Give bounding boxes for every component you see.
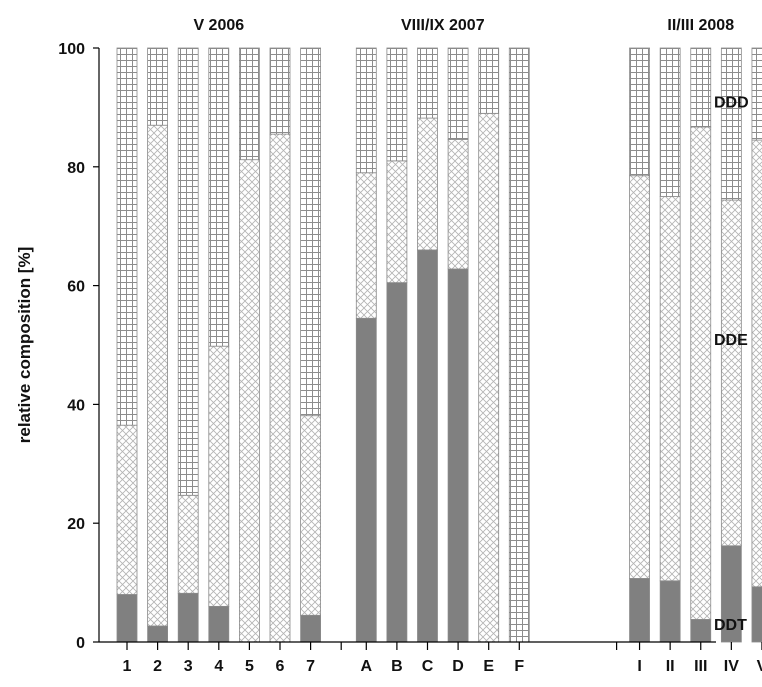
- group-title-2: II/III 2008: [667, 17, 734, 34]
- x-tick-label-E: E: [483, 658, 494, 675]
- bar-segment-dde-2: [147, 124, 169, 627]
- x-tick-label-3: 3: [184, 658, 193, 675]
- bar-segment-ddt-1: [116, 594, 138, 643]
- bar-segment-dde-III: [690, 126, 712, 620]
- bar-segment-ddd-C: [417, 47, 438, 119]
- bar-segment-ddt-3: [177, 592, 199, 643]
- legend-label-ddt: DDT: [714, 617, 747, 634]
- group-title-0: V 2006: [193, 17, 244, 34]
- bar-segment-dde-IV: [720, 199, 742, 547]
- x-tick-label-6: 6: [276, 658, 285, 675]
- y-tick-label: 0: [76, 635, 85, 652]
- x-tick-label-IV: IV: [724, 658, 739, 675]
- bar-segment-ddd-E: [478, 47, 500, 114]
- x-tick-label-2: 2: [153, 658, 162, 675]
- bar-segment-ddt-III: [690, 619, 712, 643]
- bar-segment-ddd-1: [116, 47, 138, 426]
- bar-segment-ddt-C: [417, 249, 438, 643]
- bar-segment-dde-5: [238, 159, 260, 643]
- bar-segment-ddd-II: [659, 47, 681, 197]
- bar-segment-ddd-B: [386, 47, 408, 162]
- y-tick-label: 20: [67, 516, 85, 533]
- bar-segment-dde-B: [386, 160, 408, 284]
- bar-segment-dde-4: [208, 345, 230, 607]
- bar-segment-dde-V: [751, 139, 762, 588]
- bar-segment-ddt-I: [629, 578, 650, 643]
- bar-segment-ddt-2: [147, 625, 169, 643]
- y-axis: 0 20 40 60 80 100: [58, 41, 100, 652]
- x-tick-label-V: V: [757, 658, 762, 675]
- y-tick-label: 80: [67, 160, 85, 177]
- x-tick-label-7: 7: [306, 658, 315, 675]
- x-tick-label-C: C: [422, 658, 434, 675]
- bars-layer: [116, 47, 762, 643]
- bar-segment-ddd-I: [629, 47, 650, 177]
- bar-segment-ddt-7: [300, 614, 322, 643]
- bar-segment-ddd-III: [690, 47, 712, 128]
- bar-segment-dde-3: [177, 494, 199, 594]
- bar-segment-dde-D: [447, 139, 469, 270]
- bar-segment-ddd-A: [355, 47, 377, 174]
- bar-segment-ddt-D: [447, 268, 469, 643]
- bar-segment-dde-C: [417, 117, 438, 251]
- x-tick-label-1: 1: [123, 658, 132, 675]
- bar-segment-ddd-7: [300, 47, 322, 417]
- bar-segment-ddt-II: [659, 580, 681, 643]
- bar-segment-dde-I: [629, 175, 650, 579]
- bar-segment-ddd-4: [208, 47, 230, 347]
- x-tick-label-F: F: [514, 658, 524, 675]
- x-tick-label-4: 4: [214, 658, 223, 675]
- x-tick-label-III: III: [694, 658, 707, 675]
- x-tick-label-A: A: [361, 658, 373, 675]
- x-tick-label-5: 5: [245, 658, 254, 675]
- x-tick-label-I: I: [637, 658, 641, 675]
- group-title-1: VIII/IX 2007: [401, 17, 485, 34]
- x-axis: 1 2 3 4 5 6 7 A B C D E F I II III IV V: [99, 641, 762, 675]
- x-tick-label-D: D: [452, 658, 464, 675]
- y-tick-label: 100: [58, 41, 85, 58]
- bar-segment-ddd-D: [447, 47, 469, 140]
- legend-label-dde: DDE: [714, 332, 748, 349]
- legend: DDT DDE DDD: [714, 94, 749, 634]
- bar-segment-ddt-A: [355, 317, 377, 643]
- bar-segment-ddd-F: [508, 47, 530, 643]
- bar-segment-ddt-B: [386, 282, 408, 643]
- group-titles: V 2006 VIII/IX 2007 II/III 2008: [193, 17, 734, 34]
- bar-segment-ddd-2: [147, 47, 169, 126]
- x-tick-label-B: B: [391, 658, 403, 675]
- bar-segment-dde-1: [116, 424, 138, 595]
- bar-segment-dde-7: [300, 415, 322, 616]
- y-tick-label: 40: [67, 397, 85, 414]
- legend-label-ddd: DDD: [714, 94, 749, 111]
- bar-segment-ddd-5: [238, 47, 260, 161]
- y-tick-label: 60: [67, 279, 85, 296]
- bar-segment-ddd-6: [269, 47, 291, 135]
- bar-segment-ddt-4: [208, 605, 230, 643]
- bar-segment-dde-II: [659, 196, 681, 582]
- bar-segment-dde-A: [355, 172, 377, 319]
- bar-segment-ddd-IV: [720, 47, 742, 201]
- bar-segment-ddt-V: [751, 586, 762, 643]
- bar-segment-dde-6: [269, 133, 291, 643]
- bar-segment-ddd-3: [177, 47, 199, 496]
- y-axis-label: relative composition [%]: [15, 247, 34, 443]
- x-tick-label-II: II: [666, 658, 675, 675]
- bar-segment-ddd-V: [751, 47, 762, 141]
- bar-segment-dde-E: [478, 112, 500, 643]
